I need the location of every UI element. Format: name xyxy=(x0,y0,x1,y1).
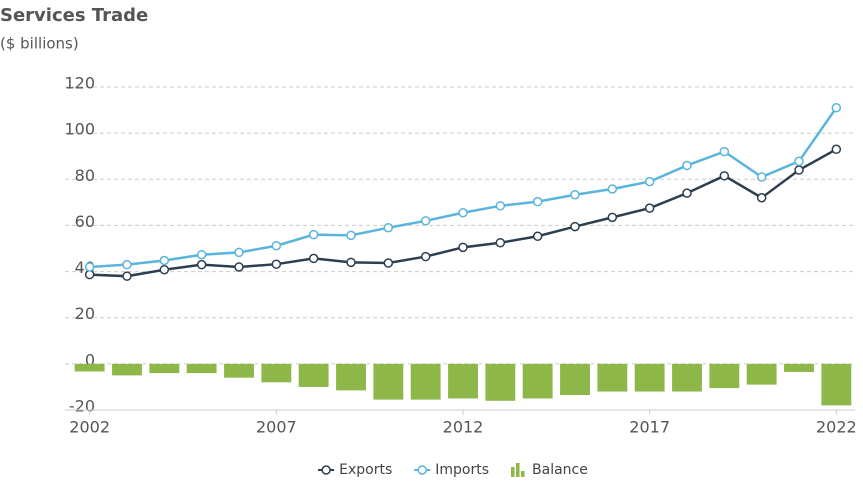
bar xyxy=(560,363,590,396)
legend-label: Imports xyxy=(435,462,489,478)
legend-label: Exports xyxy=(339,462,392,478)
point xyxy=(495,201,506,211)
chart-subtitle: ($ billions) xyxy=(0,35,79,53)
legend-symbol xyxy=(321,465,331,475)
point xyxy=(532,231,543,242)
point xyxy=(607,212,618,223)
point xyxy=(532,196,543,207)
point xyxy=(794,165,804,175)
point xyxy=(458,242,468,253)
legend-symbol xyxy=(417,465,428,475)
bar xyxy=(448,363,478,399)
bar xyxy=(186,363,217,374)
y-tick-label: 20 xyxy=(75,304,95,323)
bar xyxy=(336,363,366,391)
y-tick-label: 0 xyxy=(85,350,95,369)
point xyxy=(196,259,207,270)
bar xyxy=(373,363,404,400)
point xyxy=(458,207,468,218)
point xyxy=(644,203,655,213)
point xyxy=(495,237,506,248)
point xyxy=(271,259,282,269)
x-tick-label: 2012 xyxy=(443,418,484,437)
bar xyxy=(746,363,777,385)
point xyxy=(234,262,244,272)
chart-title: Services Trade xyxy=(0,5,148,26)
x-tick-label: 2017 xyxy=(629,418,670,437)
bar xyxy=(261,363,292,383)
point xyxy=(122,259,132,270)
legend: Exports Imports Balance xyxy=(318,462,588,478)
bar xyxy=(672,363,702,392)
point xyxy=(794,156,804,167)
bar xyxy=(74,363,105,372)
bar xyxy=(410,363,441,400)
point xyxy=(719,146,730,157)
point xyxy=(570,221,580,232)
point xyxy=(122,271,132,281)
point xyxy=(196,249,207,260)
x-tick-label: 2022 xyxy=(816,418,857,437)
y-tick-label: -20 xyxy=(69,397,95,416)
point xyxy=(159,264,170,275)
y-tick-label: 80 xyxy=(75,166,95,185)
point xyxy=(84,262,95,272)
x-tick-label: 2002 xyxy=(69,418,110,437)
point xyxy=(756,172,767,182)
y-tick-label: 60 xyxy=(75,212,95,231)
point xyxy=(308,253,319,264)
y-tick-label: 120 xyxy=(64,74,95,93)
point xyxy=(383,258,394,268)
bar xyxy=(224,363,254,378)
bar xyxy=(112,363,142,376)
legend-symbol xyxy=(511,467,515,477)
bar xyxy=(149,363,180,374)
point xyxy=(756,192,767,203)
legend-symbol xyxy=(521,471,525,477)
point xyxy=(570,189,580,200)
point xyxy=(308,229,319,240)
point xyxy=(271,240,282,251)
point xyxy=(831,144,842,155)
point xyxy=(346,257,356,268)
bar xyxy=(821,363,852,406)
point xyxy=(383,222,394,233)
point xyxy=(420,251,431,262)
point xyxy=(420,216,431,226)
point xyxy=(831,103,842,113)
legend-symbol xyxy=(516,463,520,477)
legend-label: Balance xyxy=(532,462,588,478)
point xyxy=(682,160,692,171)
bar xyxy=(298,363,329,387)
point xyxy=(644,176,655,187)
bar xyxy=(522,363,553,399)
bar xyxy=(634,363,665,392)
bar xyxy=(485,363,516,401)
bar xyxy=(784,363,814,372)
point xyxy=(607,184,618,194)
point xyxy=(682,188,692,198)
y-tick-label: 100 xyxy=(64,120,95,139)
point xyxy=(159,255,170,266)
x-tick-label: 2007 xyxy=(256,418,297,437)
point xyxy=(719,171,730,181)
bar xyxy=(597,363,628,392)
point xyxy=(346,230,356,241)
point xyxy=(234,247,244,258)
point xyxy=(84,269,95,280)
bar xyxy=(709,363,740,389)
